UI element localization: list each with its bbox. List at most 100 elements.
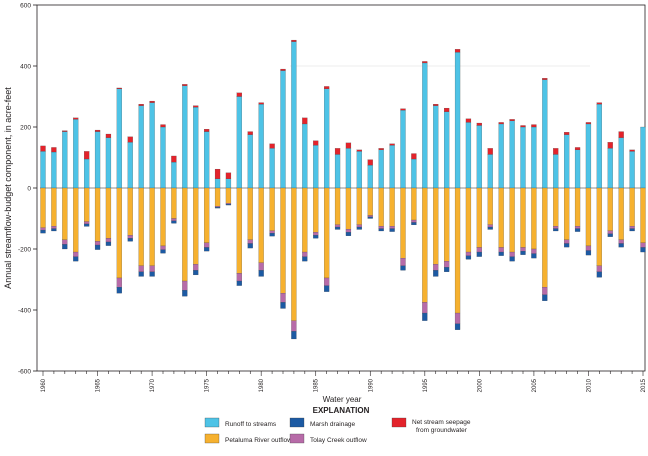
bar-tolay-2012 [607, 230, 613, 234]
bar-petaluma-1993 [400, 187, 406, 259]
bar-petaluma-1980 [258, 187, 264, 263]
bar-tolay-1972 [171, 218, 177, 222]
bar-marsh-1995 [422, 312, 428, 321]
bar-runoff-1973 [182, 85, 188, 189]
bar-tolay-1982 [280, 293, 286, 303]
bar-seepage-1992 [389, 143, 395, 146]
bar-seepage-1985 [313, 140, 319, 146]
bar-petaluma-1985 [313, 187, 319, 233]
legend-label-runoff: Runoff to streams [225, 421, 277, 428]
bar-marsh-1976 [214, 207, 221, 209]
bar-runoff-1997 [444, 111, 450, 189]
bar-petaluma-2001 [487, 187, 493, 225]
bar-seepage-2000 [476, 122, 482, 126]
bar-tolay-1969 [138, 265, 144, 272]
bar-marsh-2007 [553, 228, 559, 232]
bar-runoff-1961 [51, 151, 57, 189]
bar-petaluma-1994 [411, 187, 417, 221]
bar-runoff-1960 [40, 151, 46, 189]
x-tick-label-2015: 2015 [641, 378, 647, 392]
bar-petaluma-1975 [204, 187, 210, 244]
bar-marsh-1962 [62, 244, 68, 250]
bar-petaluma-1978 [236, 187, 242, 274]
bar-runoff-1980 [258, 104, 264, 189]
legend-swatch-tolay [289, 433, 305, 444]
bar-petaluma-2002 [498, 187, 504, 248]
x-tick-label-2010: 2010 [586, 378, 592, 392]
bar-seepage-1979 [247, 131, 253, 135]
bar-marsh-1988 [345, 232, 352, 236]
x-tick-label-1970: 1970 [150, 378, 156, 392]
bar-marsh-2013 [618, 243, 624, 248]
bar-tolay-1980 [258, 262, 264, 271]
legend-label-marsh: Marsh drainage [310, 421, 356, 428]
bar-marsh-1997 [444, 267, 450, 272]
bar-seepage-2007 [553, 148, 559, 155]
bar-runoff-2004 [520, 126, 526, 189]
bar-runoff-2013 [618, 137, 624, 189]
bar-marsh-2004 [520, 251, 526, 255]
x-tick-label-1960: 1960 [41, 378, 47, 392]
bar-seepage-1995 [422, 61, 428, 64]
bar-tolay-2007 [553, 226, 559, 229]
bar-runoff-1977 [225, 178, 232, 189]
bar-petaluma-2013 [618, 187, 624, 240]
x-tick-label-2005: 2005 [532, 378, 538, 392]
bar-runoff-2010 [585, 123, 592, 189]
bar-marsh-2012 [607, 233, 613, 237]
bar-tolay-2006 [542, 287, 548, 295]
y-axis-label: Annual streamflow-budget component, in a… [3, 87, 13, 289]
bar-tolay-2010 [585, 245, 592, 251]
bar-seepage-1970 [149, 100, 155, 103]
bar-tolay-2005 [531, 248, 537, 254]
bar-tolay-2013 [618, 239, 624, 244]
bar-tolay-1998 [454, 312, 461, 324]
bar-tolay-1970 [149, 265, 155, 272]
bar-petaluma-2005 [531, 187, 537, 250]
legend-title: EXPLANATION [313, 406, 370, 415]
bar-petaluma-1983 [291, 187, 297, 321]
bar-petaluma-1961 [51, 187, 57, 227]
bar-petaluma-1992 [389, 187, 395, 227]
bar-seepage-1965 [94, 129, 101, 132]
bar-runoff-1990 [367, 165, 373, 189]
bar-seepage-1973 [182, 84, 188, 86]
bar-marsh-2001 [487, 226, 493, 230]
bar-marsh-1985 [313, 235, 319, 239]
bar-runoff-2011 [596, 104, 602, 189]
bar-tolay-1985 [313, 232, 319, 236]
bar-marsh-2003 [509, 256, 515, 262]
y-tick-label-0: 0 [27, 186, 31, 193]
bar-seepage-1988 [345, 142, 352, 149]
bar-petaluma-1991 [378, 187, 384, 227]
bar-runoff-1981 [269, 148, 275, 189]
bar-seepage-2008 [564, 132, 570, 135]
bar-runoff-2014 [629, 151, 635, 189]
bar-seepage-2012 [607, 142, 613, 149]
bar-tolay-1978 [236, 273, 242, 282]
bar-marsh-1981 [269, 233, 275, 237]
bar-petaluma-1972 [171, 187, 177, 219]
bar-runoff-1965 [94, 131, 101, 189]
bar-tolay-1986 [324, 277, 330, 286]
legend: Runoff to streams Marsh drainage Net strea… [204, 417, 471, 444]
bar-seepage-1981 [269, 143, 275, 149]
bar-marsh-2015 [640, 247, 646, 253]
bar-petaluma-1984 [302, 187, 308, 253]
bar-runoff-1983 [291, 41, 297, 189]
bar-marsh-2000 [476, 251, 482, 257]
legend-label-seepage: Net stream seepage [412, 419, 471, 426]
bar-seepage-2013 [618, 131, 624, 138]
bar-marsh-1992 [389, 228, 395, 232]
bar-tolay-1967 [116, 277, 122, 288]
bar-marsh-1984 [302, 256, 308, 262]
bar-seepage-1982 [280, 68, 286, 71]
bar-tolay-1960 [40, 227, 46, 231]
bar-tolay-1963 [73, 251, 79, 257]
bar-seepage-1975 [204, 129, 210, 132]
bar-petaluma-1998 [454, 187, 461, 314]
legend-swatch-runoff [204, 417, 220, 428]
bar-seepage-1989 [356, 149, 362, 152]
bar-marsh-1982 [280, 302, 286, 309]
